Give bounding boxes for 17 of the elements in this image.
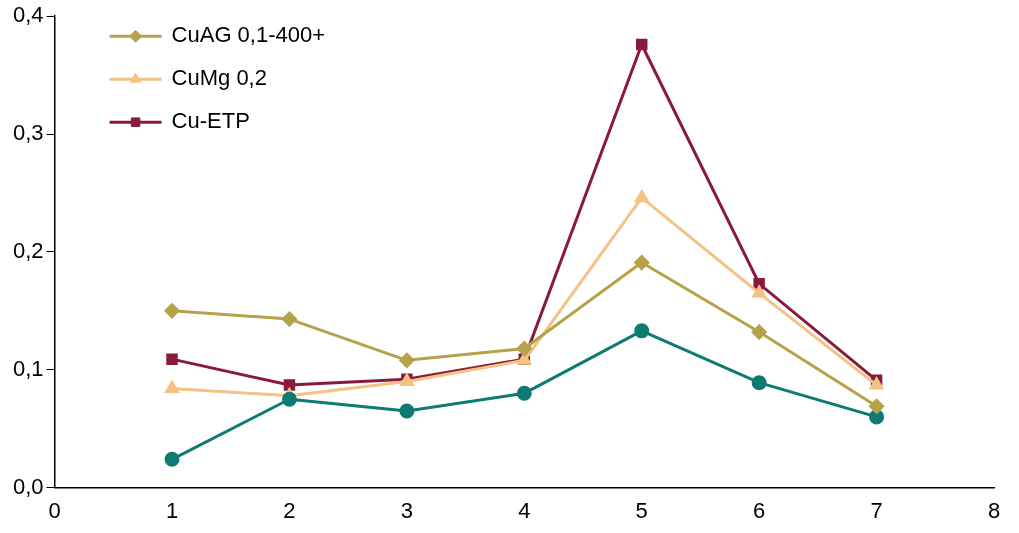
x-tick-label: 8: [987, 497, 1001, 523]
y-tick-label: 0,3: [12, 120, 44, 146]
x-tick-label: 5: [635, 497, 648, 523]
x-tick-label: 2: [283, 497, 296, 523]
legend-label: CuAG 0,1-400+: [171, 22, 326, 48]
y-tick-label: 0,4: [12, 2, 44, 28]
x-tick-label: 4: [518, 497, 531, 523]
legend-label: Cu-ETP: [171, 108, 250, 134]
x-tick-label: 6: [753, 497, 766, 523]
y-tick-label: 0,0: [12, 473, 44, 499]
x-tick-label: 0: [48, 497, 61, 523]
x-tick-label: 3: [400, 497, 413, 523]
x-tick-label: 7: [870, 497, 883, 523]
y-tick-label: 0,1: [12, 355, 44, 381]
x-tick-label: 1: [165, 497, 179, 523]
y-tick-label: 0,2: [12, 237, 44, 263]
legend-label: CuMg 0,2: [171, 65, 267, 91]
